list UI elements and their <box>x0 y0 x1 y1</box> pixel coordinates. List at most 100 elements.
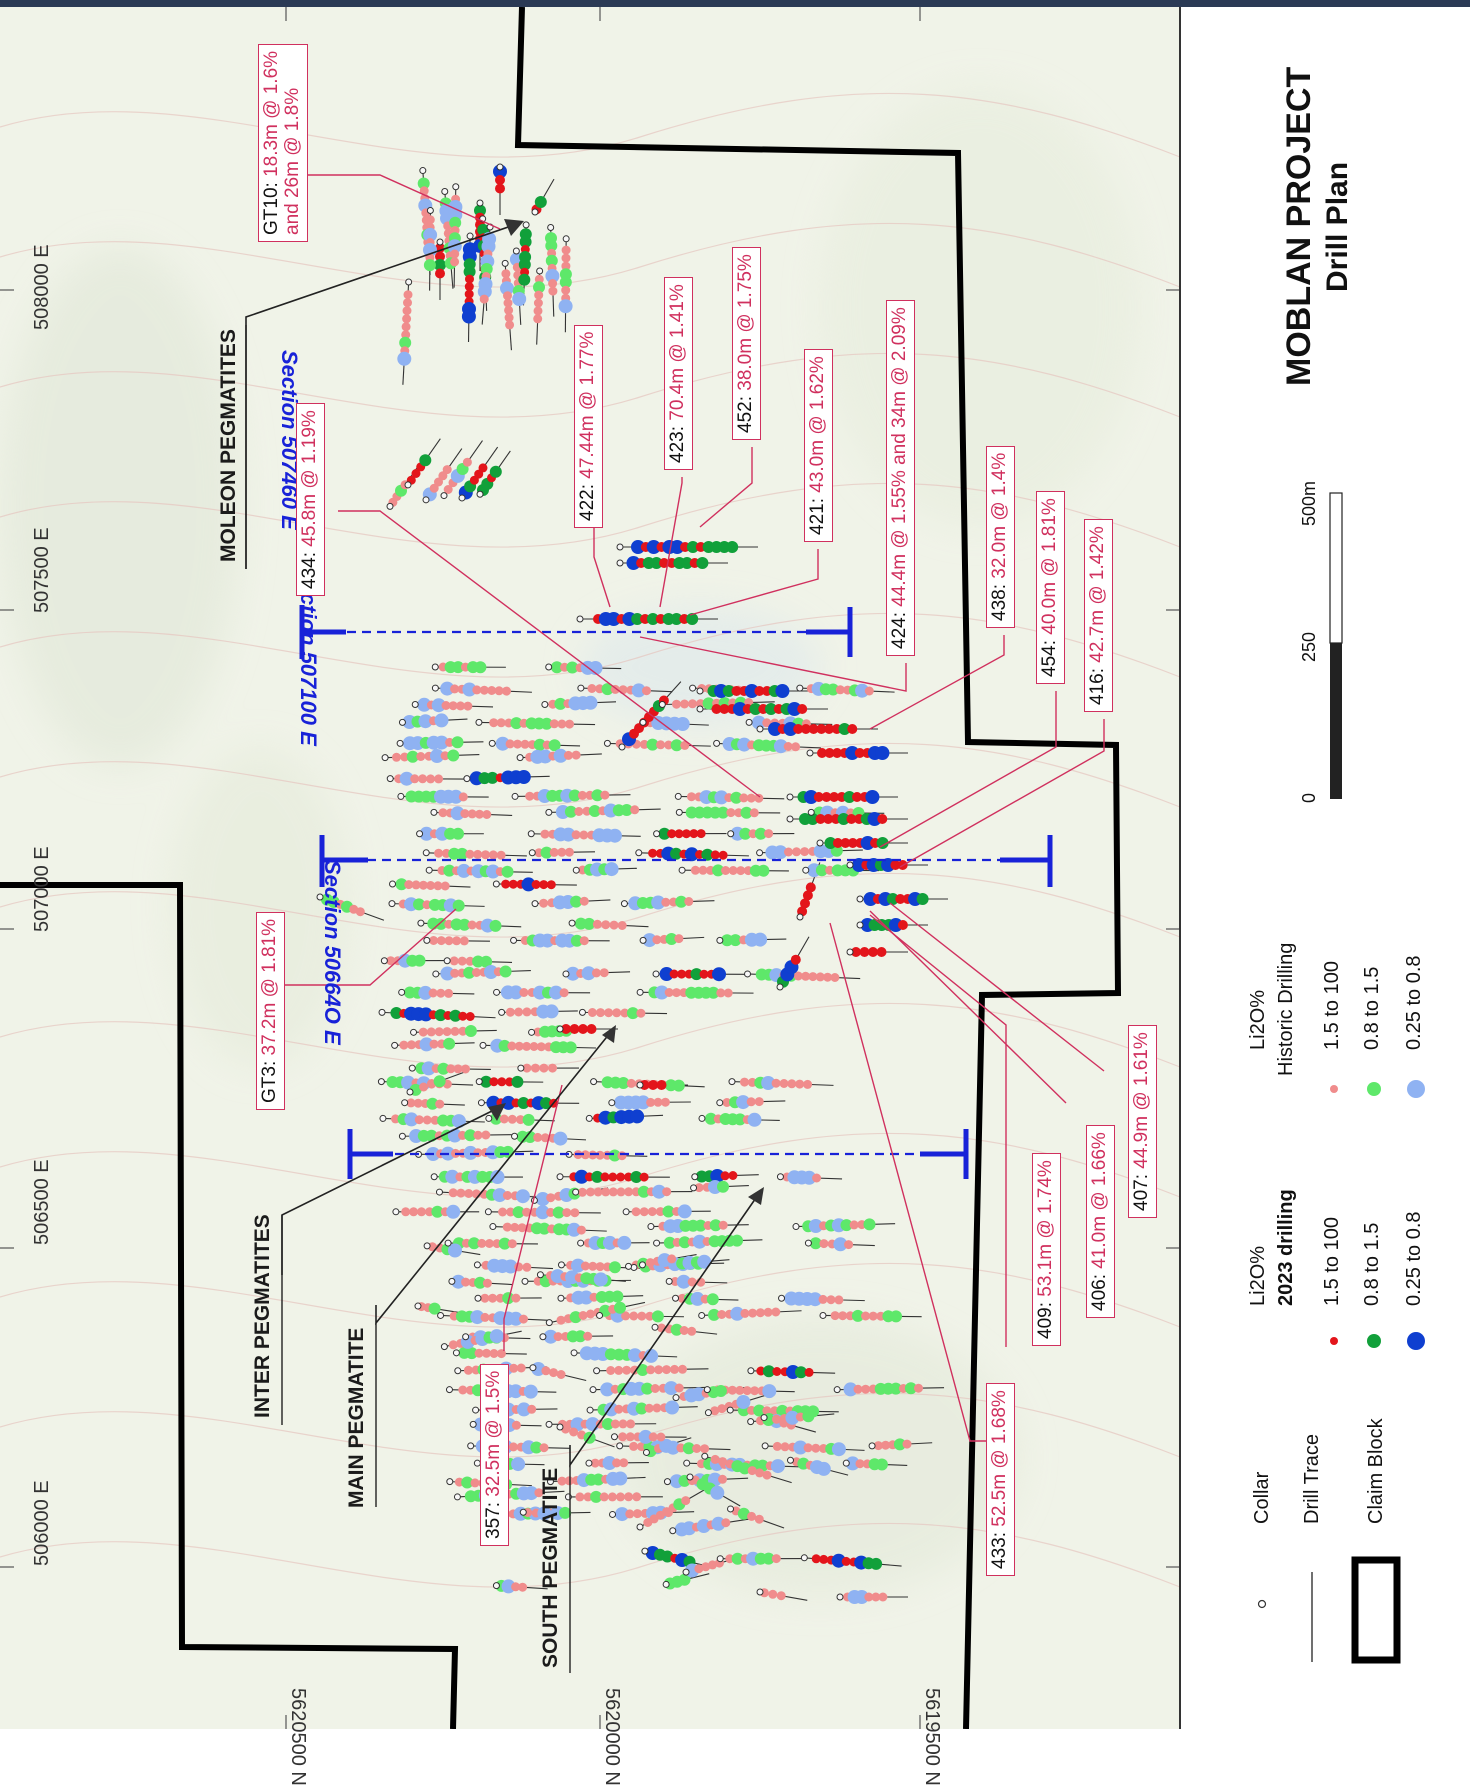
intercept-historic <box>642 686 651 695</box>
collar-marker <box>441 493 447 499</box>
intercept-historic <box>844 1240 853 1249</box>
collar-marker <box>475 1295 481 1301</box>
collar-marker <box>381 958 387 964</box>
intercept-historic <box>667 1254 676 1263</box>
intercept-historic <box>401 1207 410 1216</box>
collar-marker <box>717 1556 723 1562</box>
intercept-historic <box>656 740 665 749</box>
collar-marker <box>787 1457 793 1463</box>
intercept-historic <box>736 1395 750 1409</box>
collar-marker <box>717 937 723 943</box>
collar-marker <box>563 236 569 242</box>
callout-GT10-result: 18.3m @ 1.6% <box>261 51 282 177</box>
collar-marker <box>463 1334 469 1340</box>
intercept-historic <box>539 1064 548 1073</box>
intercept-historic <box>452 736 464 748</box>
intercept-2023 <box>877 814 887 824</box>
intercept-historic <box>772 1415 781 1424</box>
collar-marker <box>670 1528 676 1534</box>
legend-historic-mid <box>1367 1082 1381 1096</box>
intercept-historic <box>651 1384 660 1393</box>
collar-marker <box>407 1089 413 1095</box>
intercept-historic <box>497 851 506 860</box>
intercept-historic <box>611 1291 623 1303</box>
scale-tick-0: 0 <box>1300 793 1319 803</box>
collar-marker <box>834 1387 840 1393</box>
intercept-historic <box>619 1458 628 1467</box>
intercept-historic <box>506 1008 515 1017</box>
callout-GT3-hole: GT3: <box>259 1055 280 1103</box>
legend-2023-subheader: 2023 drilling <box>1276 1189 1297 1306</box>
intercept-historic <box>473 850 482 859</box>
intercept-2023 <box>479 463 488 472</box>
intercept-historic <box>402 314 411 323</box>
section-label-3: Section 50664O E <box>321 860 344 1045</box>
collar-marker <box>449 1278 455 1284</box>
collar-marker <box>444 958 450 964</box>
collar-marker <box>424 1243 430 1249</box>
intercept-historic <box>463 702 472 711</box>
intercept-historic <box>562 254 571 263</box>
intercept-historic <box>435 713 449 727</box>
intercept-historic <box>617 1236 631 1250</box>
intercept-historic <box>803 1080 812 1089</box>
intercept-historic <box>424 259 436 271</box>
collar-marker <box>468 1443 474 1449</box>
collar-marker <box>857 896 863 902</box>
intercept-2023 <box>587 1024 597 1034</box>
intercept-2023 <box>711 850 720 859</box>
collar-marker <box>502 260 508 266</box>
collar-marker <box>704 1387 710 1393</box>
intercept-historic <box>656 1433 665 1442</box>
intercept-historic <box>572 830 581 839</box>
collar-marker <box>626 1263 632 1269</box>
collar-marker <box>432 664 438 670</box>
intercept-historic <box>618 1151 627 1160</box>
collar-marker <box>406 279 412 285</box>
callout-GT3: GT3: 37.2m @ 1.81% <box>256 912 285 1110</box>
collar-marker <box>432 685 438 691</box>
intercept-historic <box>670 1365 679 1374</box>
collar-marker <box>426 867 432 873</box>
intercept-historic <box>684 897 693 906</box>
collar-marker <box>405 482 411 488</box>
collar-marker <box>542 702 548 708</box>
intercept-historic <box>692 1444 701 1453</box>
collar-marker <box>690 685 696 691</box>
easting-label-4: 506500 E <box>32 1159 53 1245</box>
intercept-historic <box>632 1492 641 1501</box>
intercept-2023 <box>648 849 657 858</box>
legend-2023-header: Li2O% <box>1248 1246 1269 1306</box>
intercept-historic <box>490 920 502 932</box>
intercept-historic <box>505 320 514 329</box>
callout-421-hole: 421: <box>807 493 828 535</box>
collar-marker <box>637 989 643 995</box>
collar-marker <box>663 1581 669 1587</box>
intercept-historic <box>474 661 486 673</box>
intercept-2023 <box>772 1367 781 1376</box>
scale-bar <box>1330 493 1342 799</box>
collar-marker <box>387 503 393 509</box>
intercept-historic <box>850 1220 859 1229</box>
collar-marker <box>748 1368 754 1374</box>
intercept-historic <box>511 1457 525 1471</box>
collar-marker <box>478 1100 484 1106</box>
callout-409-hole: 409: <box>1035 1297 1056 1339</box>
collar-marker <box>761 1415 767 1421</box>
collar-marker <box>617 1443 623 1449</box>
intercept-historic <box>429 989 438 998</box>
intercept-historic <box>471 1478 480 1487</box>
collar-marker <box>803 867 809 873</box>
intercept-2023 <box>898 920 908 930</box>
intercept-historic <box>578 1188 587 1197</box>
collar-marker <box>511 937 517 943</box>
callout-406: 406: 41.0m @ 1.66% <box>1086 1125 1115 1318</box>
intercept-historic <box>717 1181 729 1193</box>
intercept-historic <box>740 1078 749 1087</box>
intercept-historic <box>575 1492 584 1501</box>
collar-marker <box>673 1395 679 1401</box>
intercept-2023 <box>435 269 445 279</box>
intercept-historic <box>662 1365 671 1374</box>
intercept-historic <box>755 1515 764 1524</box>
intercept-historic <box>678 1365 687 1374</box>
